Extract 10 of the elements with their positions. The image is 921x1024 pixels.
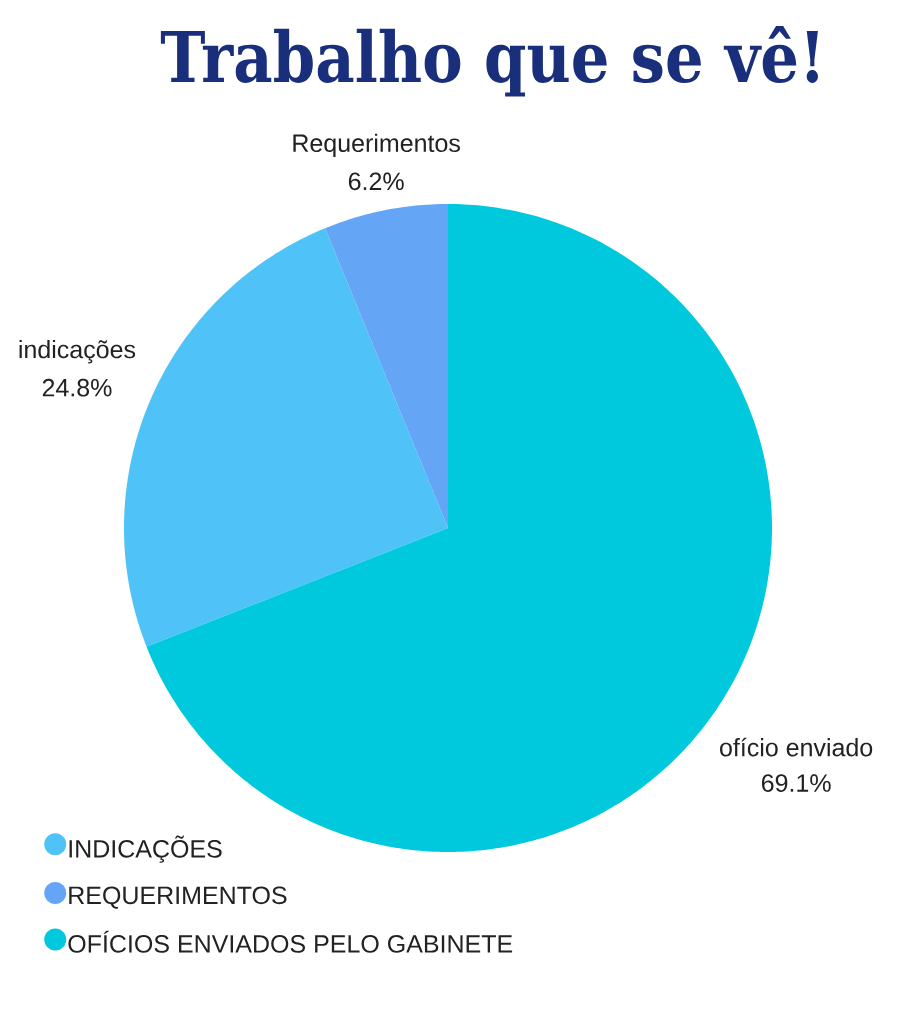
text: indicações: [19, 339, 136, 364]
chart-title: Trabalho que se vê!: [160, 26, 818, 97]
legend-label: REQUERIMENTOS: [69, 886, 287, 909]
data-label: 6.2%: [348, 172, 404, 191]
data-label: 24.8%: [42, 378, 112, 397]
legend-label: INDICAÇÕES: [69, 835, 222, 863]
text: Requerimentos: [293, 133, 460, 157]
data-label: 69.1%: [761, 774, 831, 792]
text: ofício enviado: [720, 737, 873, 757]
legend-label: OFÍCIOS ENVIADOS PELO GABINETE: [68, 930, 513, 953]
